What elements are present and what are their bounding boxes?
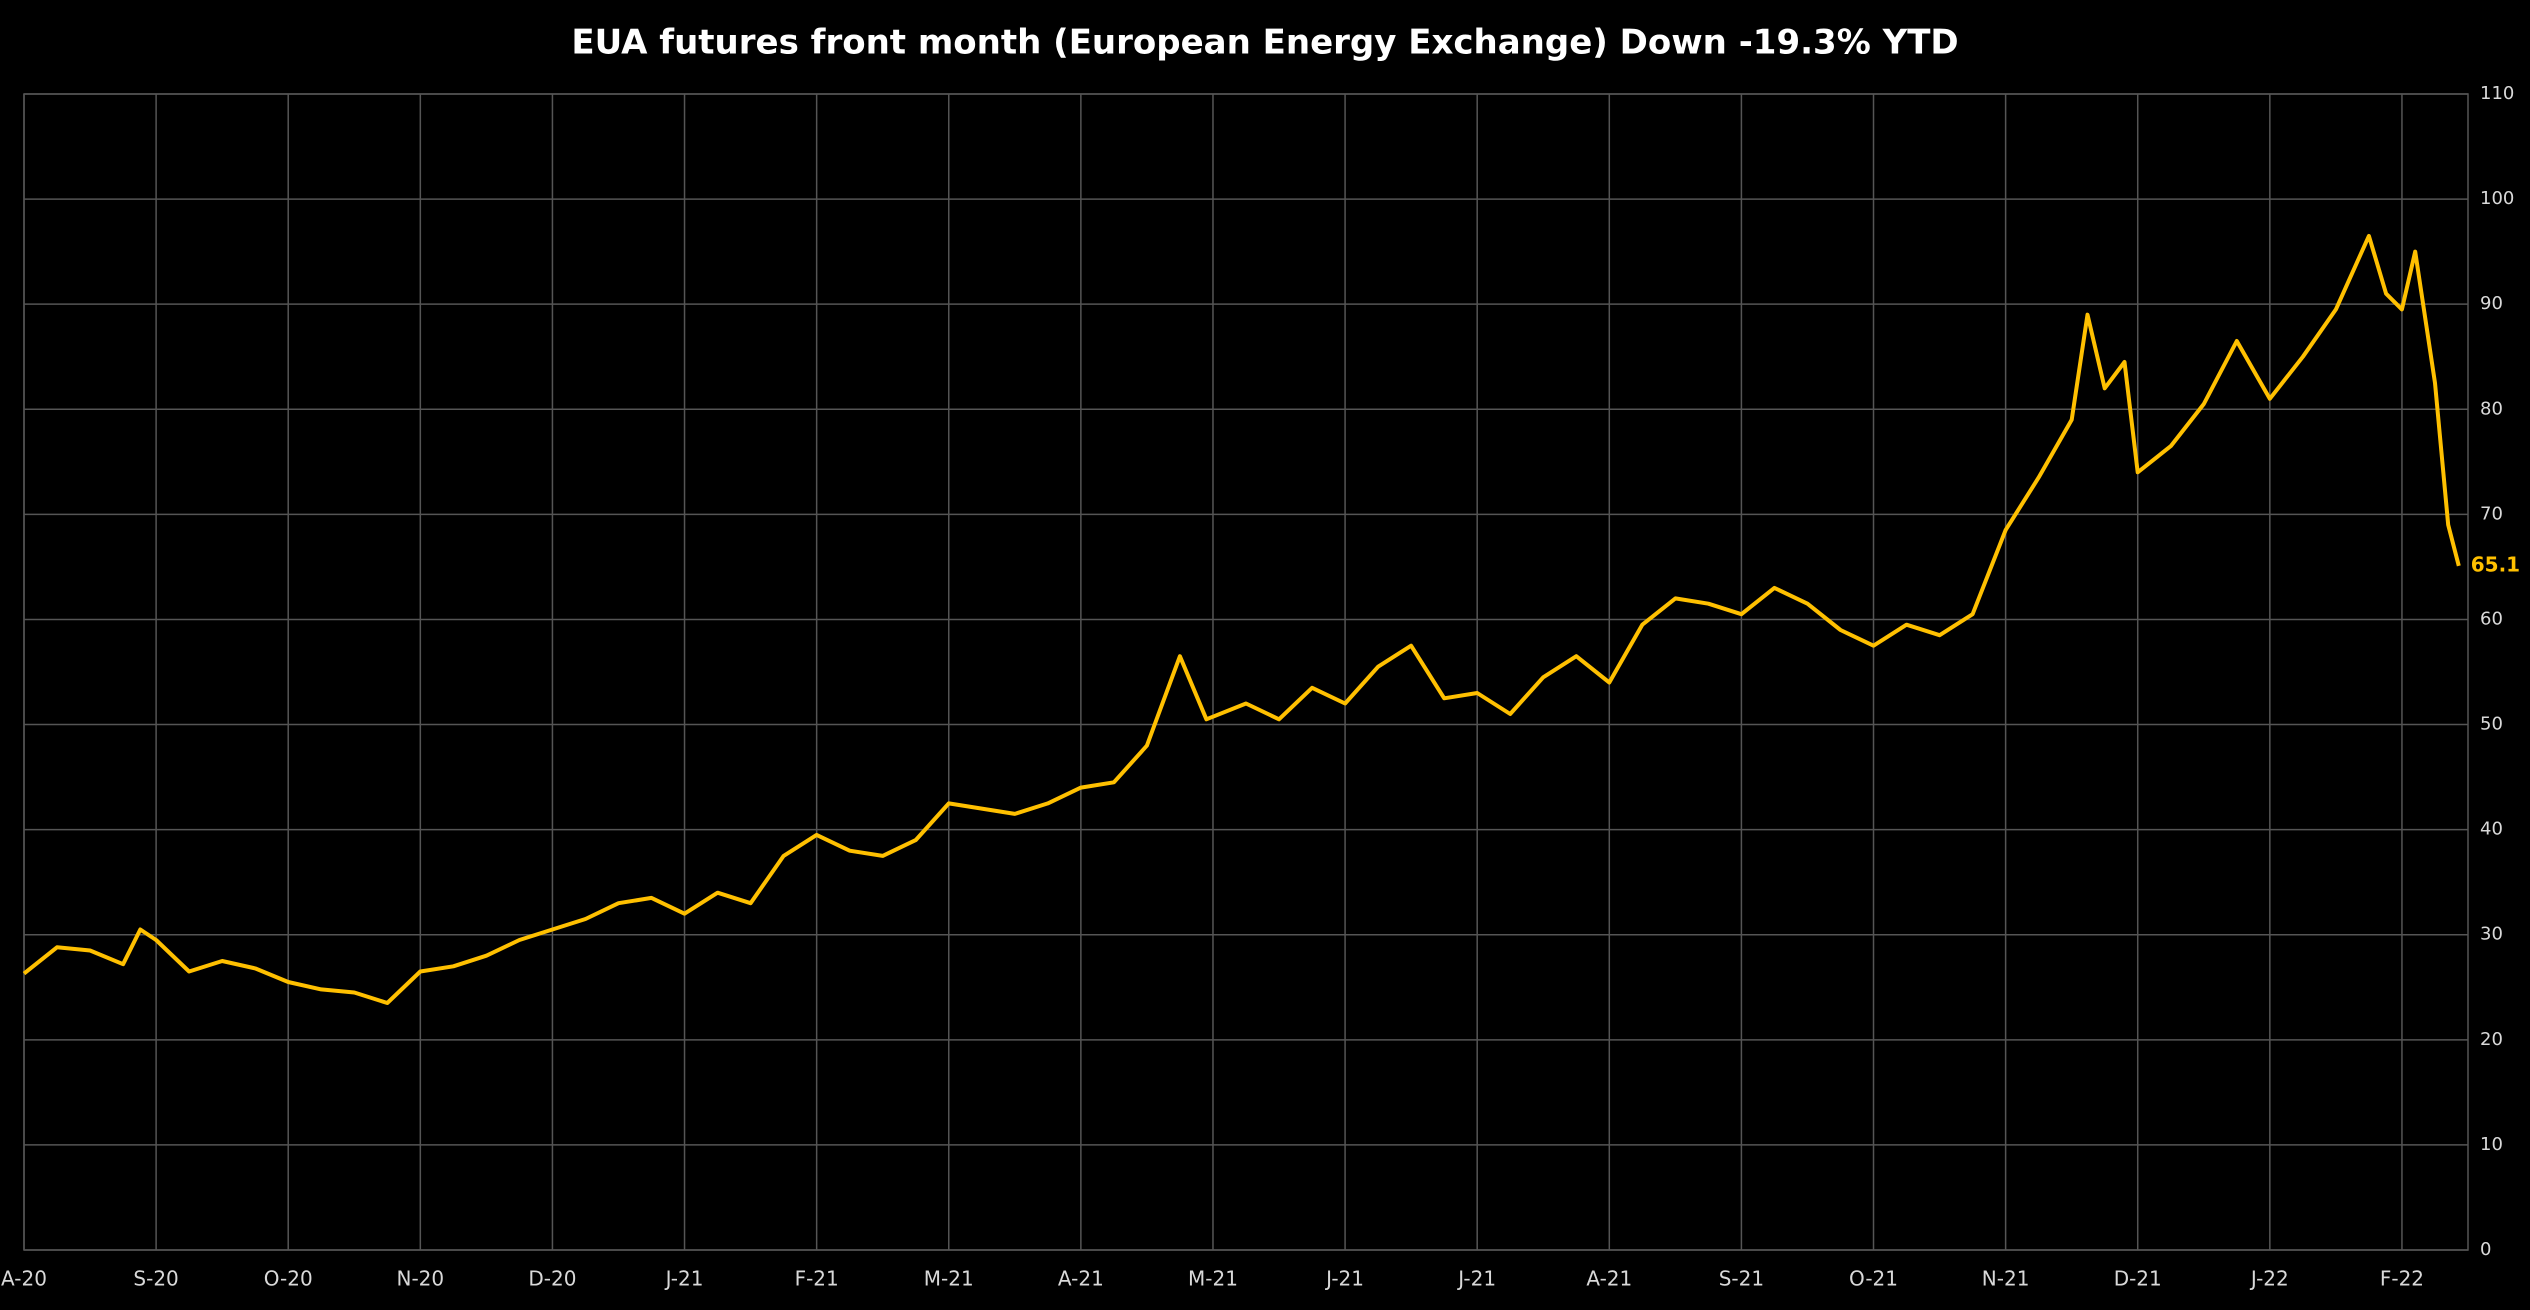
x-tick-label: A-21 bbox=[1586, 1267, 1632, 1291]
x-tick-label: A-21 bbox=[1058, 1267, 1104, 1291]
x-tick-label: S-20 bbox=[133, 1267, 178, 1291]
x-tick-label: F-22 bbox=[2380, 1267, 2424, 1291]
y-tick-label: 30 bbox=[2480, 924, 2503, 945]
y-tick-label: 100 bbox=[2480, 188, 2514, 209]
last-value-label: 65.1 bbox=[2471, 552, 2520, 576]
x-tick-label: D-20 bbox=[528, 1267, 576, 1291]
y-tick-label: 50 bbox=[2480, 714, 2503, 735]
y-tick-label: 110 bbox=[2480, 83, 2514, 104]
y-tick-label: 40 bbox=[2480, 819, 2503, 840]
x-tick-label: S-21 bbox=[1719, 1267, 1764, 1291]
x-tick-label: M-21 bbox=[1188, 1267, 1238, 1291]
y-tick-label: 0 bbox=[2480, 1239, 2491, 1260]
x-tick-label: N-21 bbox=[1982, 1267, 2030, 1291]
x-tick-label: F-21 bbox=[795, 1267, 839, 1291]
y-tick-label: 60 bbox=[2480, 608, 2503, 629]
y-tick-label: 90 bbox=[2480, 293, 2503, 314]
x-tick-label: A-20 bbox=[1, 1267, 47, 1291]
x-tick-label: M-21 bbox=[924, 1267, 974, 1291]
x-tick-label: J-21 bbox=[664, 1267, 704, 1291]
x-tick-label: N-20 bbox=[397, 1267, 445, 1291]
x-tick-label: J-21 bbox=[1324, 1267, 1364, 1291]
x-tick-label: O-20 bbox=[264, 1267, 313, 1291]
y-tick-label: 20 bbox=[2480, 1029, 2503, 1050]
chart-title: EUA futures front month (European Energy… bbox=[571, 23, 1958, 63]
x-tick-label: O-21 bbox=[1849, 1267, 1898, 1291]
x-tick-label: J-21 bbox=[1456, 1267, 1496, 1291]
x-tick-label: D-21 bbox=[2114, 1267, 2162, 1291]
data-line bbox=[22, 233, 2461, 1005]
y-tick-label: 70 bbox=[2480, 503, 2503, 524]
y-tick-label: 80 bbox=[2480, 398, 2503, 419]
y-tick-label: 10 bbox=[2480, 1134, 2503, 1155]
x-tick-label: J-22 bbox=[2249, 1267, 2289, 1291]
